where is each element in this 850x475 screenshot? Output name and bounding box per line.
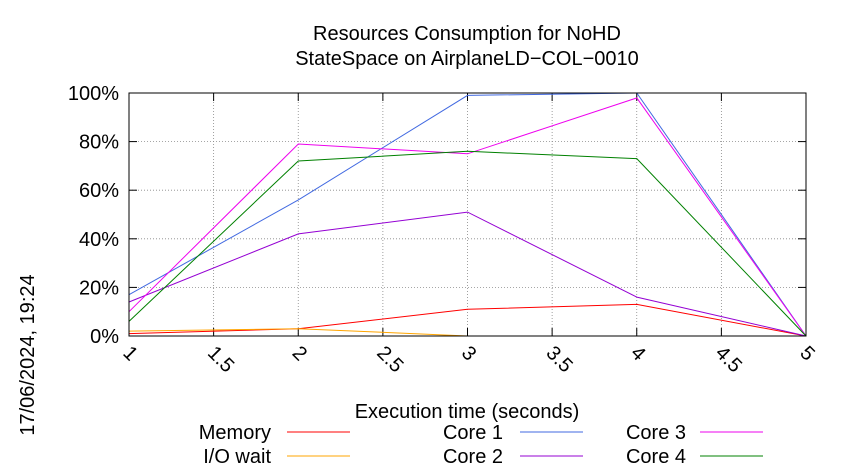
x-tick-label: 4.5 (711, 342, 746, 377)
series-line-memory (128, 303, 807, 337)
x-axis-label: Execution time (seconds) (355, 401, 580, 423)
legend-label-core-4: Core 4 (626, 446, 686, 468)
plot-area-border (128, 92, 807, 337)
legend-label-memory: Memory (199, 422, 271, 444)
x-tick-label: 4 (626, 342, 649, 365)
series-lines (128, 92, 807, 337)
legend-label-i-o-wait: I/O wait (203, 446, 271, 468)
legend-label-core-3: Core 3 (626, 422, 686, 444)
y-tick-label: 60% (79, 180, 119, 202)
chart-title-line-1: Resources Consumption for NoHD (313, 23, 621, 45)
x-axis-tick-labels: 1 1.5 2 2.5 3 3.5 4 4.5 5 (118, 342, 818, 377)
x-tick-label: 3 (457, 342, 480, 365)
x-tick-label: 1 (118, 342, 141, 365)
chart-title-line-2: StateSpace on AirplaneLD−COL−0010 (295, 48, 639, 70)
y-axis-tick-labels: 0% 20% 40% 60% 80% 100% (68, 83, 119, 348)
legend-label-core-1: Core 1 (443, 422, 503, 444)
series-line-i-o-wait (128, 328, 468, 337)
legend-label-core-2: Core 2 (443, 446, 503, 468)
series-line-core-1 (128, 92, 807, 337)
grid-lines (128, 92, 807, 337)
y-tick-label: 20% (79, 277, 119, 299)
x-tick-label: 2.5 (372, 342, 407, 377)
series-line-core-3 (128, 97, 807, 337)
x-tick-label: 2 (288, 342, 311, 365)
x-tick-label: 5 (795, 342, 818, 365)
x-tick-label: 3.5 (542, 342, 577, 377)
series-line-core-2 (128, 211, 807, 337)
y-tick-label: 0% (90, 326, 119, 348)
timestamp-label: 17/06/2024, 19:24 (17, 274, 39, 435)
y-tick-label: 80% (79, 132, 119, 154)
y-tick-label: 40% (79, 229, 119, 251)
x-tick-label: 1.5 (203, 342, 238, 377)
series-line-core-4 (128, 150, 807, 337)
y-tick-label: 100% (68, 83, 119, 105)
